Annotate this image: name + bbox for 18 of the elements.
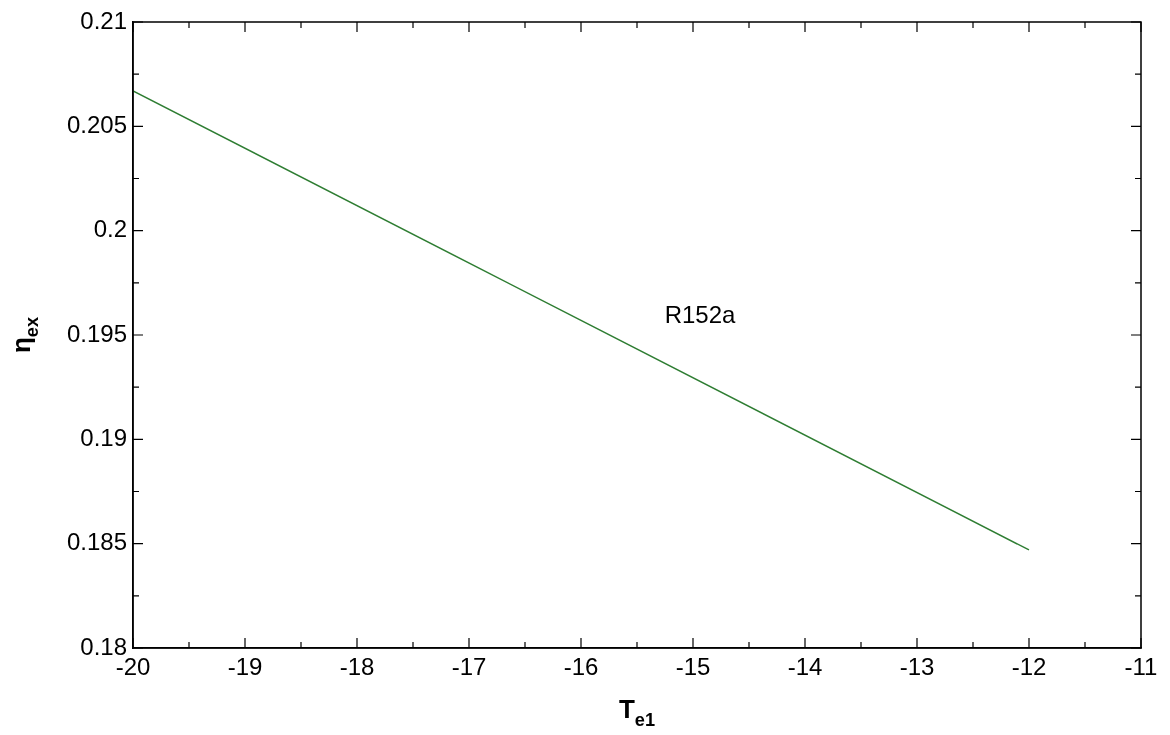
annotation: R152a xyxy=(664,300,737,328)
x-tick-label: -16 xyxy=(563,653,599,681)
y-tick-label: 0.19 xyxy=(80,423,127,451)
y-tick-label: 0.18 xyxy=(80,632,127,660)
y-tick-label: 0.205 xyxy=(66,110,127,138)
x-tick-label: -13 xyxy=(899,653,935,681)
y-axis-title: ηex xyxy=(6,316,42,354)
x-tick-label: -15 xyxy=(675,653,711,681)
x-tick-label: -11 xyxy=(1124,653,1158,681)
y-tick-label: 0.21 xyxy=(80,6,127,34)
x-tick-label: -14 xyxy=(787,653,823,681)
y-tick-label: 0.2 xyxy=(93,215,127,243)
x-tick-label: -12 xyxy=(1011,653,1047,681)
x-tick-label: -19 xyxy=(227,653,263,681)
x-tick-label: -17 xyxy=(451,653,487,681)
x-tick-label: -18 xyxy=(339,653,375,681)
y-tick-label: 0.185 xyxy=(66,528,127,556)
y-tick-label: 0.195 xyxy=(66,319,127,347)
